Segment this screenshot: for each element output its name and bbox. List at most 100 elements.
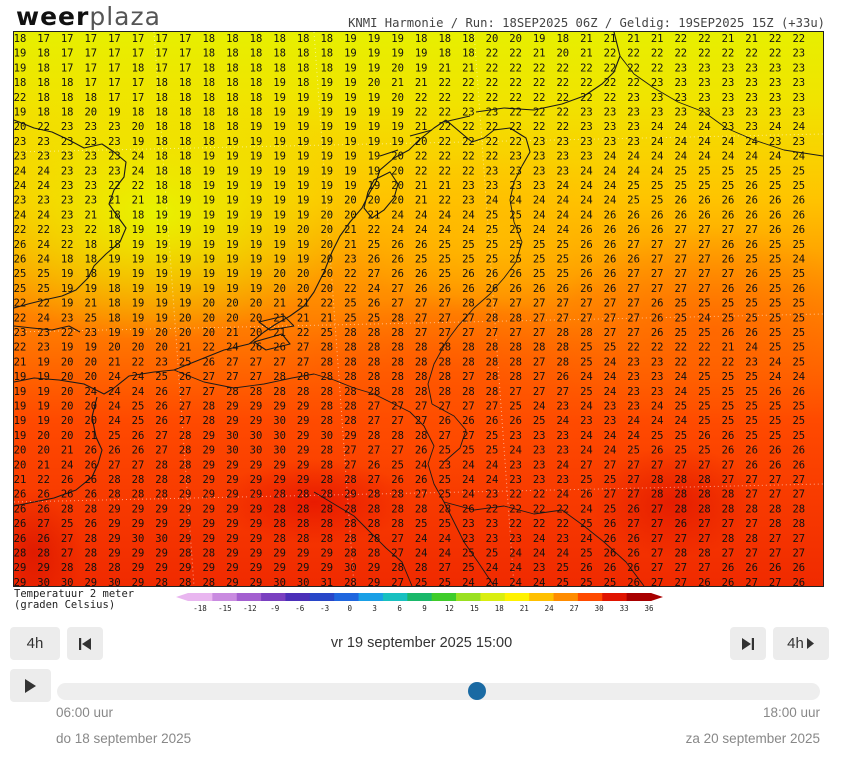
temperature-value: 19 xyxy=(391,33,404,45)
temperature-value: 26 xyxy=(792,386,805,398)
temperature-value: 22 xyxy=(674,356,687,368)
temperature-value: 20 xyxy=(368,77,381,89)
temperature-value: 19 xyxy=(202,151,215,163)
temperature-value: 19 xyxy=(14,386,26,398)
temperature-value: 29 xyxy=(250,577,263,586)
temperature-value: 27 xyxy=(722,459,735,471)
temperature-value: 26 xyxy=(415,445,428,457)
temperature-value: 21 xyxy=(462,62,475,74)
play-button[interactable] xyxy=(10,669,51,702)
temperature-value: 27 xyxy=(674,459,687,471)
temperature-value: 17 xyxy=(132,48,145,60)
temperature-value: 28 xyxy=(273,386,286,398)
temperature-value: 27 xyxy=(651,254,664,266)
temperature-value: 29 xyxy=(226,474,239,486)
temperature-value: 24 xyxy=(604,430,617,442)
temperature-value: 19 xyxy=(273,209,286,221)
temperature-value: 19 xyxy=(273,121,286,133)
temperature-value: 25 xyxy=(438,239,451,251)
temperature-value: 17 xyxy=(108,33,121,45)
temperature-value: 24 xyxy=(674,415,687,427)
temperature-value: 18 xyxy=(462,33,475,45)
temperature-value: 19 xyxy=(250,283,263,295)
temperature-value: 19 xyxy=(273,254,286,266)
colorscale-swatch xyxy=(480,593,506,601)
temperature-value: 24 xyxy=(674,371,687,383)
colorscale-tick-label: -15 xyxy=(218,604,232,613)
temperature-value: 26 xyxy=(84,518,97,530)
temperature-value: 19 xyxy=(320,136,333,148)
temperature-value: 23 xyxy=(792,92,805,104)
temperature-value: 23 xyxy=(37,342,50,354)
temperature-value: 27 xyxy=(533,371,546,383)
temperature-value: 20 xyxy=(61,371,74,383)
temperature-value: 24 xyxy=(674,151,687,163)
variable-unit: (graden Celsius) xyxy=(14,599,116,611)
temperature-value: 28 xyxy=(368,327,381,339)
temperature-value: 19 xyxy=(84,283,97,295)
temperature-value: 21 xyxy=(179,342,192,354)
temperature-value: 18 xyxy=(179,92,192,104)
temperature-value: 26 xyxy=(604,209,617,221)
temperature-value: 28 xyxy=(320,386,333,398)
temperature-value: 26 xyxy=(792,224,805,236)
time-slider-thumb[interactable] xyxy=(467,682,486,700)
temperature-value: 26 xyxy=(769,459,782,471)
temperature-value: 24 xyxy=(462,577,475,586)
model-run-info: KNMI Harmonie / Run: 18SEP2025 06Z / Gel… xyxy=(348,16,825,30)
temperature-value: 20 xyxy=(37,430,50,442)
skip-to-start-button[interactable] xyxy=(67,627,103,660)
colorscale-swatch xyxy=(577,593,603,601)
temperature-value: 20 xyxy=(61,356,74,368)
temperature-value: 24 xyxy=(509,562,522,574)
temperature-value: 19 xyxy=(250,268,263,280)
temperature-value: 23 xyxy=(84,195,97,207)
temperature-value: 25 xyxy=(604,342,617,354)
temperature-value: 26 xyxy=(462,283,475,295)
temperature-value: 19 xyxy=(297,107,310,119)
time-slider[interactable] xyxy=(57,682,820,700)
temperature-value: 18 xyxy=(273,48,286,60)
temperature-value: 19 xyxy=(344,136,357,148)
temperature-value: 28 xyxy=(297,503,310,515)
step-forward-4h-button[interactable]: 4h xyxy=(773,627,829,660)
temperature-value: 25 xyxy=(415,577,428,586)
temperature-value: 20 xyxy=(61,430,74,442)
temperature-value: 28 xyxy=(344,327,357,339)
temperature-value: 27 xyxy=(651,283,664,295)
temperature-value: 25 xyxy=(722,180,735,192)
temperature-value: 25 xyxy=(438,445,451,457)
temperature-value: 27 xyxy=(462,430,475,442)
temperature-value: 19 xyxy=(250,254,263,266)
temperature-value: 21 xyxy=(438,62,451,74)
temperature-value: 29 xyxy=(250,401,263,413)
temperature-value: 19 xyxy=(297,180,310,192)
temperature-value: 18 xyxy=(84,268,97,280)
temperature-value: 21 xyxy=(226,327,239,339)
temperature-value: 27 xyxy=(179,386,192,398)
temperature-value: 28 xyxy=(486,386,499,398)
step-back-4h-button[interactable]: 4h xyxy=(10,627,60,660)
temperature-value: 27 xyxy=(651,562,664,574)
temperature-value: 28 xyxy=(415,386,428,398)
temperature-value: 28 xyxy=(61,562,74,574)
temperature-value: 23 xyxy=(556,165,569,177)
temperature-value: 26 xyxy=(722,327,735,339)
weerplaza-logo[interactable]: weerplaza xyxy=(16,2,161,31)
temperature-value: 28 xyxy=(297,386,310,398)
temperature-value: 23 xyxy=(651,77,664,89)
temperature-value: 27 xyxy=(604,489,617,501)
temperature-value: 19 xyxy=(297,239,310,251)
temperature-value: 29 xyxy=(108,518,121,530)
temperature-value: 28 xyxy=(438,356,451,368)
temperature-value: 26 xyxy=(745,562,758,574)
temperature-value: 25 xyxy=(509,209,522,221)
temperature-value: 25 xyxy=(462,562,475,574)
temperature-value: 27 xyxy=(698,254,711,266)
temperature-value: 23 xyxy=(61,136,74,148)
temperature-value: 20 xyxy=(226,298,239,310)
temperature-value: 27 xyxy=(132,459,145,471)
temperature-value: 24 xyxy=(37,209,50,221)
temperature-value: 22 xyxy=(132,180,145,192)
skip-to-end-button[interactable] xyxy=(730,627,766,660)
